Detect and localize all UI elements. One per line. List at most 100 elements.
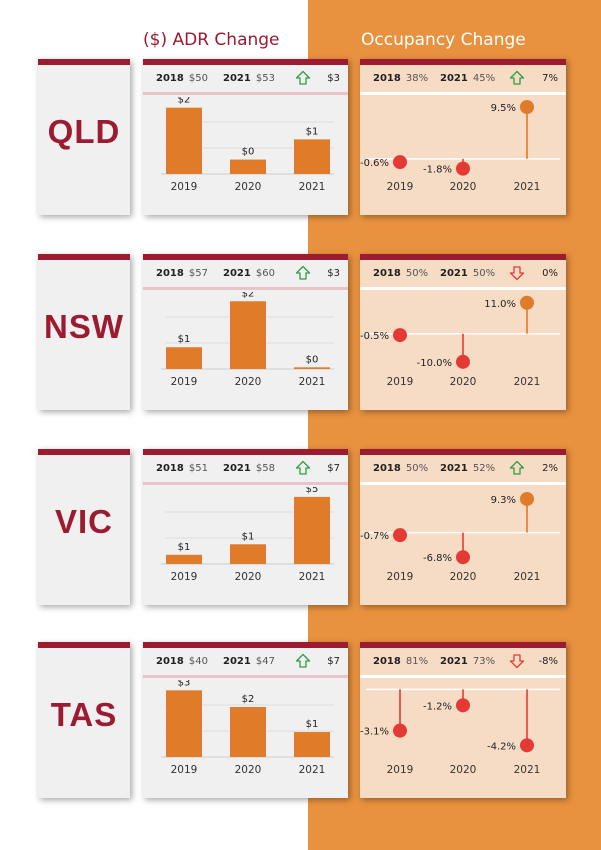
- stat-2021-value: $58: [255, 463, 275, 474]
- adr-panel: 2018 $50 2021 $53 $3 $2 2019 $0 2020 $1 2021: [143, 59, 348, 215]
- stat-2018-label: 2018: [156, 73, 184, 84]
- bar-value-label: $2: [178, 97, 191, 106]
- lollipop-dot-2019: [393, 155, 407, 170]
- bar-value-label: $1: [306, 126, 319, 137]
- occupancy-lollipop-chart: -3.1% 2019 -1.2% 2020 -4.2% 2021: [360, 688, 560, 776]
- stat-2021-value: $47: [255, 656, 275, 667]
- occupancy-panel: 2018 81% 2021 73% -8% -3.1% 2019 -1.2% 2020 -4.2%…: [360, 642, 566, 798]
- stat-2018: 2018 38%: [373, 73, 428, 84]
- stat-2018-label: 2018: [156, 656, 184, 667]
- adr-stats-bar: 2018 $57 2021 $60 $3: [143, 260, 348, 286]
- stat-2018: 2018 50%: [373, 463, 428, 474]
- state-row-nsw: NSW 2018 $57 2021 $60 $3 $1 2019 $2 2020 $0 2021 201…: [0, 248, 601, 418]
- trend-up-arrow-icon: [295, 70, 311, 85]
- state-row-vic: VIC 2018 $51 2021 $58 $7 $1 2019 $1 2020 $5 2021 201…: [0, 443, 601, 613]
- point-value-label: -1.2%: [423, 701, 452, 712]
- stat-2021-value: 45%: [472, 73, 496, 84]
- trend-down-arrow-icon: [509, 266, 525, 281]
- separator: [360, 287, 566, 290]
- adr-change-header: ($) ADR Change: [143, 30, 280, 50]
- stat-2018: 2018 $40: [156, 656, 208, 667]
- stat-2018-value: $57: [188, 268, 208, 279]
- state-label-card: TAS: [38, 642, 130, 798]
- x-tick-label: 2021: [514, 181, 541, 193]
- adr-bar-2019: [166, 690, 202, 757]
- separator: [143, 287, 348, 290]
- separator: [360, 92, 566, 95]
- adr-bar-2020: [230, 707, 266, 757]
- stat-2021: 2021 50%: [440, 268, 495, 279]
- state-name: NSW: [44, 308, 124, 345]
- stat-2018: 2018 81%: [373, 656, 428, 667]
- lollipop-dot-2021: [520, 491, 534, 506]
- stat-2021: 2021 45%: [440, 73, 495, 84]
- occupancy-panel: 2018 50% 2021 50% 0% -0.5% 2019 -10.0% 2020 11.0%…: [360, 254, 566, 410]
- state-name: VIC: [54, 503, 113, 540]
- state-label-card: QLD: [38, 59, 130, 215]
- stat-2021-value: $53: [255, 73, 275, 84]
- x-tick-label: 2019: [171, 376, 198, 388]
- lollipop-dot-2020: [456, 698, 470, 713]
- stat-2021: 2021 $60: [223, 268, 275, 279]
- stat-2021-label: 2021: [440, 656, 468, 667]
- state-name: TAS: [50, 696, 118, 733]
- adr-bar-2019: [166, 107, 202, 174]
- change-value: $3: [327, 268, 340, 279]
- occupancy-panel: 2018 38% 2021 45% 7% -0.6% 2019 -1.8% 2020 9.5% 20…: [360, 59, 566, 215]
- change-value: 0%: [542, 268, 558, 279]
- x-tick-label: 2019: [387, 571, 414, 583]
- lollipop-dot-2019: [393, 528, 407, 543]
- stat-2018: 2018 50%: [373, 268, 428, 279]
- point-value-label: -6.8%: [423, 553, 452, 564]
- occupancy-lollipop-chart: -0.5% 2019-10.0% 2020 11.0% 2021: [360, 295, 560, 388]
- occupancy-panel: 2018 50% 2021 52% 2% -0.7% 2019 -6.8% 2020 9.3% 20…: [360, 449, 566, 605]
- change-value: 2%: [542, 463, 558, 474]
- point-value-label: -10.0%: [417, 358, 452, 369]
- state-label-card: VIC: [38, 449, 130, 605]
- bar-value-label: $5: [306, 487, 319, 495]
- stat-2021-label: 2021: [440, 268, 468, 279]
- trend-up-arrow-icon: [509, 70, 525, 85]
- trend-up-arrow-icon: [509, 460, 525, 475]
- x-tick-label: 2020: [450, 571, 477, 583]
- stat-2018-value: 38%: [405, 73, 429, 84]
- x-tick-label: 2021: [514, 571, 541, 583]
- stat-2018-value: 81%: [405, 656, 429, 667]
- adr-bar-2019: [166, 347, 202, 369]
- occupancy-lollipop-chart: -0.6% 2019 -1.8% 2020 9.5% 2021: [360, 100, 560, 193]
- change-value: 7%: [542, 73, 558, 84]
- bar-value-label: $1: [178, 542, 191, 553]
- x-tick-label: 2019: [387, 181, 414, 193]
- stat-2021: 2021 $47: [223, 656, 275, 667]
- adr-bar-2020: [230, 544, 266, 564]
- bar-value-label: $1: [178, 334, 191, 345]
- stat-2018: 2018 $51: [156, 463, 208, 474]
- adr-panel: 2018 $51 2021 $58 $7 $1 2019 $1 2020 $5 2021: [143, 449, 348, 605]
- x-tick-label: 2020: [235, 181, 262, 193]
- trend-up-arrow-icon: [295, 265, 311, 280]
- state-name: QLD: [47, 113, 121, 150]
- adr-bar-2020: [230, 301, 266, 369]
- x-tick-label: 2021: [299, 181, 326, 193]
- occupancy-stats-bar: 2018 38% 2021 45% 7%: [360, 65, 566, 91]
- x-tick-label: 2019: [171, 571, 198, 583]
- stat-2021-label: 2021: [223, 73, 251, 84]
- lollipop-dot-2020: [456, 354, 470, 369]
- lollipop-dot-2020: [456, 550, 470, 565]
- point-value-label: -1.8%: [423, 165, 452, 176]
- stat-2021: 2021 52%: [440, 463, 495, 474]
- x-tick-label: 2019: [171, 764, 198, 776]
- stat-2018: 2018 $50: [156, 73, 208, 84]
- point-value-label: -0.6%: [360, 158, 389, 169]
- trend-down-arrow-icon: [509, 654, 525, 669]
- bar-value-label: $3: [178, 680, 191, 688]
- stat-2021-value: 50%: [472, 268, 496, 279]
- x-tick-label: 2020: [235, 571, 262, 583]
- stat-2018-label: 2018: [373, 463, 401, 474]
- point-value-label: 11.0%: [484, 299, 516, 310]
- state-row-tas: TAS 2018 $40 2021 $47 $7 $3 2019 $2 2020 $1 2021 201…: [0, 636, 601, 806]
- stat-2021: 2021 $58: [223, 463, 275, 474]
- bar-value-label: $0: [306, 354, 319, 365]
- occupancy-stats-bar: 2018 50% 2021 52% 2%: [360, 455, 566, 481]
- stat-2018-value: 50%: [405, 463, 429, 474]
